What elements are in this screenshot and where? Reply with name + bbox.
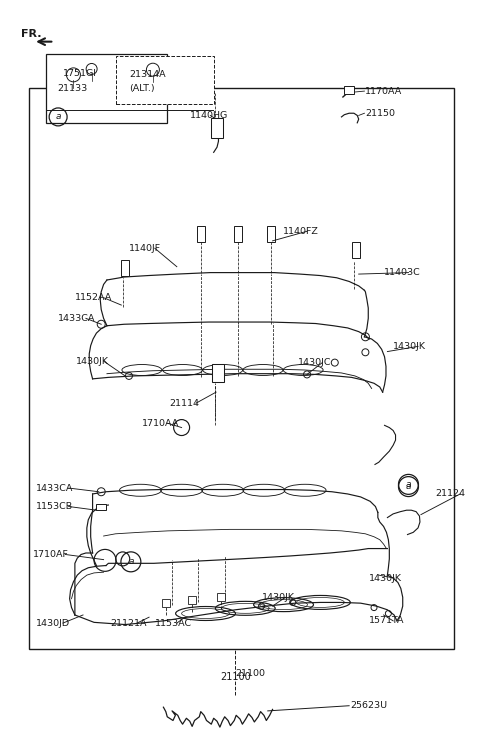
Text: 1433CA: 1433CA [36, 483, 73, 493]
Text: a: a [406, 482, 411, 491]
Text: 1153CB: 1153CB [36, 502, 73, 511]
Text: 1751GI: 1751GI [63, 69, 97, 78]
Bar [46, 54, 167, 123]
Text: 21100: 21100 [220, 672, 251, 682]
Text: 1710AA: 1710AA [142, 419, 179, 428]
Text: 21114: 21114 [169, 399, 199, 408]
Text: 25623U: 25623U [350, 702, 387, 710]
Text: (ALT.): (ALT.) [129, 84, 155, 92]
Text: a: a [128, 557, 133, 566]
Text: 21100: 21100 [235, 670, 265, 679]
Bar [96, 504, 107, 510]
Bar [29, 88, 455, 649]
Text: 21124: 21124 [435, 489, 465, 499]
Text: 1152AA: 1152AA [75, 293, 112, 302]
Bar [212, 364, 224, 382]
Text: 1433CA: 1433CA [58, 314, 96, 323]
Text: 1153AC: 1153AC [156, 619, 192, 628]
Text: 1430JC: 1430JC [299, 358, 332, 367]
Bar [344, 86, 354, 94]
Bar [234, 226, 241, 242]
Text: a: a [406, 480, 411, 489]
Text: 1430JK: 1430JK [393, 342, 426, 351]
Text: 1430JD: 1430JD [36, 619, 70, 628]
Text: 1430JK: 1430JK [369, 574, 402, 582]
Text: 21121A: 21121A [111, 619, 147, 628]
Bar [267, 226, 275, 242]
Text: 1430JK: 1430JK [76, 357, 109, 366]
Text: 1710AF: 1710AF [33, 550, 69, 559]
Bar [211, 118, 223, 138]
Bar [352, 242, 360, 258]
Text: 1170AA: 1170AA [365, 87, 403, 95]
Bar [197, 226, 205, 242]
Text: 21150: 21150 [365, 109, 396, 118]
Bar [217, 593, 225, 601]
Text: 21314A: 21314A [129, 70, 166, 79]
Bar [162, 599, 170, 607]
Text: 11403C: 11403C [384, 268, 420, 277]
Text: a: a [55, 112, 61, 121]
Text: 1571TA: 1571TA [369, 616, 405, 625]
Text: 1140JF: 1140JF [129, 243, 161, 253]
Text: 21133: 21133 [57, 84, 87, 92]
Bar [121, 260, 129, 275]
Bar [188, 596, 196, 604]
Text: 1140HG: 1140HG [190, 111, 228, 120]
Text: 1430JK: 1430JK [262, 593, 295, 602]
Bar [116, 56, 214, 104]
Text: FR.: FR. [21, 30, 41, 39]
Text: 1140FZ: 1140FZ [283, 226, 319, 236]
